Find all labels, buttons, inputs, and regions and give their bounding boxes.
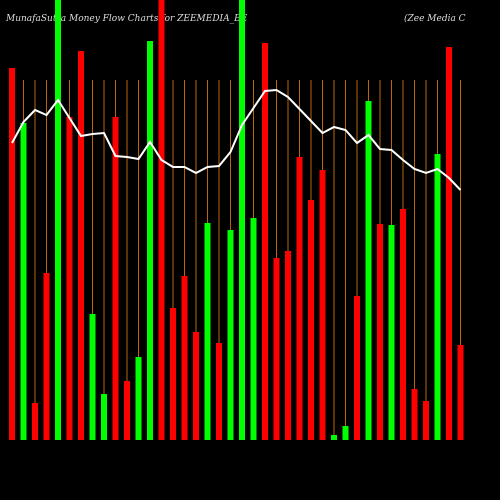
bar — [216, 343, 222, 440]
bar — [204, 223, 211, 440]
bar — [296, 157, 303, 440]
bar — [32, 403, 38, 440]
bar — [331, 435, 337, 440]
bar — [147, 41, 153, 440]
bar — [308, 200, 314, 440]
bar — [170, 308, 176, 440]
bar — [250, 218, 257, 440]
bar — [112, 117, 119, 440]
bar — [457, 345, 464, 440]
bar — [434, 154, 441, 440]
bar — [319, 170, 326, 440]
bar — [273, 258, 280, 440]
bar — [9, 68, 15, 440]
bar — [66, 117, 73, 440]
bar — [388, 225, 395, 440]
bar — [78, 51, 84, 440]
bar — [20, 123, 27, 440]
bar — [239, 0, 245, 440]
bar — [43, 273, 50, 440]
bar — [354, 296, 360, 440]
bar — [423, 401, 429, 440]
money-flow-line — [11, 88, 462, 191]
bar — [342, 426, 349, 440]
bar — [181, 276, 188, 440]
bar — [285, 251, 291, 440]
bar — [193, 332, 199, 440]
chart-title: MunafaSutra Money Flow Charts for ZEEMED… — [5, 14, 248, 24]
bar — [227, 230, 234, 440]
bar — [135, 357, 142, 440]
bar — [158, 0, 165, 440]
bar — [124, 381, 130, 440]
bar — [101, 394, 107, 440]
bar — [89, 314, 96, 440]
bar — [446, 47, 452, 440]
bar — [365, 101, 372, 440]
chart-subtitle: (Zee Media C — [404, 13, 466, 24]
bar — [262, 43, 268, 440]
bar — [400, 209, 406, 440]
bar — [377, 224, 383, 440]
bar — [55, 0, 61, 440]
bar — [411, 389, 418, 440]
